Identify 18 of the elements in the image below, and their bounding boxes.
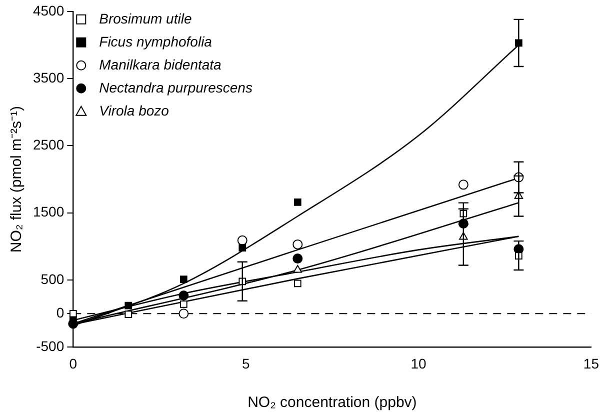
legend-label: Nectandra purpurescens [99, 79, 252, 96]
legend-label: Brosimum utile [99, 10, 192, 26]
y-axis-title: NO₂ flux (pmol m⁻²s⁻¹) [8, 106, 26, 253]
x-axis-title: NO₂ concentration (ppbv) [248, 394, 417, 412]
y-tick-label: 2500 [32, 136, 64, 153]
legend-label: Manilkara bidentata [99, 56, 222, 72]
y-tick-label: 4500 [32, 2, 64, 18]
y-tick-label: 1500 [32, 204, 64, 220]
y-tick-label: 500 [40, 270, 64, 287]
x-tick-label: 0 [69, 355, 78, 372]
x-tick-label: 15 [583, 355, 600, 372]
x-tick-label: 10 [410, 355, 427, 372]
x-tick-label: 5 [242, 355, 250, 372]
legend-label: Ficus nymphofolia [99, 33, 212, 50]
y-tick-label: 0 [56, 304, 64, 320]
y-tick-label: 3500 [32, 69, 64, 86]
y-tick-label: -500 [36, 338, 64, 354]
legend-label: Virola bozo [99, 102, 170, 118]
